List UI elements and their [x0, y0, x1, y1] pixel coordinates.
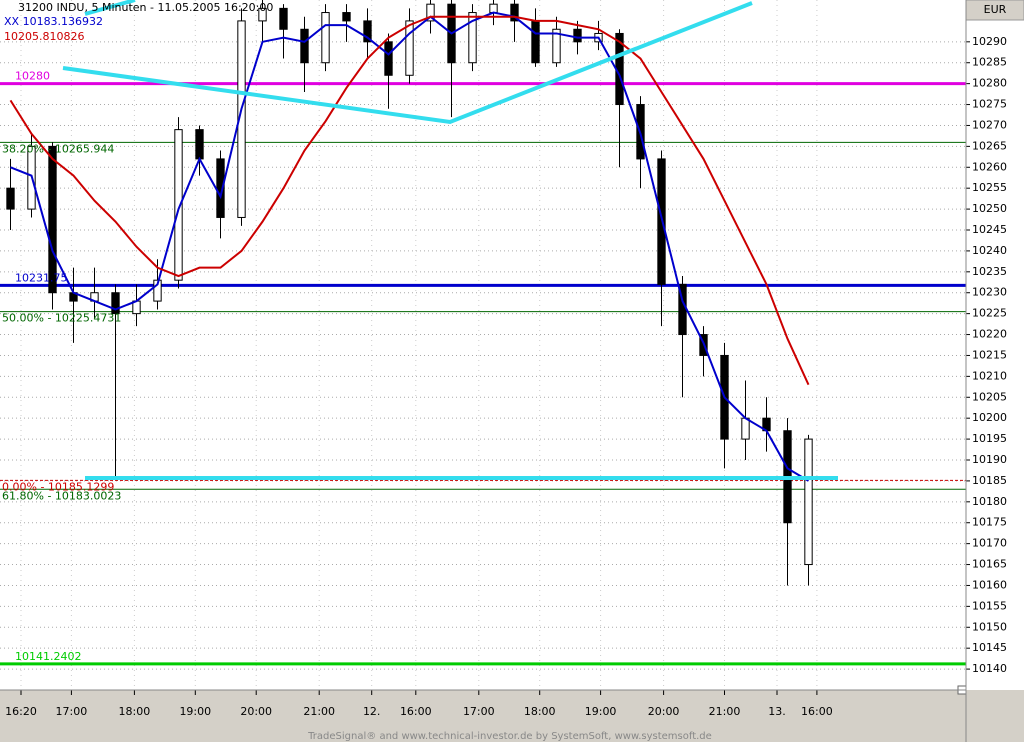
candle-body [468, 12, 477, 64]
y-tick-label: 10175 [972, 516, 1007, 529]
candle-body [237, 20, 246, 218]
x-tick-label: 16:00 [801, 705, 833, 718]
x-tick-label: 17:00 [56, 705, 88, 718]
y-tick-label: 10255 [972, 181, 1007, 194]
level-label: 0.00% - 10185.1299 [2, 480, 114, 493]
legend-entry: 10205.810826 [4, 30, 84, 43]
trendline [62, 1, 753, 125]
y-tick-label: 10195 [972, 432, 1007, 445]
x-tick-label: 20:00 [240, 705, 272, 718]
candle-body [300, 28, 309, 64]
level-label: 10141.2402 [15, 650, 81, 663]
y-tick-label: 10275 [972, 98, 1007, 111]
x-tick-label: 12. [363, 705, 381, 718]
y-tick-label: 10285 [972, 56, 1007, 69]
y-tick-label: 10240 [972, 244, 1007, 257]
chart-title: 31200 INDU, 5 Minuten - 11.05.2005 16:20… [18, 1, 273, 14]
y-tick-label: 10185 [972, 474, 1007, 487]
candle-body [741, 417, 750, 440]
candle-body [153, 279, 162, 302]
candle-body [363, 20, 372, 43]
y-tick-label: 10250 [972, 202, 1007, 215]
candle-body [195, 129, 204, 160]
footer: TradeSignal® and www.technical-investor.… [307, 731, 712, 742]
candle-body [384, 41, 393, 76]
y-tick-label: 10140 [972, 662, 1007, 675]
y-tick-label: 10235 [972, 265, 1007, 278]
candle-body [342, 12, 351, 22]
y-tick-label: 10160 [972, 578, 1007, 591]
legend-entry: XX 10183.136932 [4, 15, 103, 28]
candle-body [279, 7, 288, 30]
candle-body [6, 187, 15, 210]
y-tick-label: 10150 [972, 620, 1007, 633]
y-tick-label: 10220 [972, 328, 1007, 341]
indicator-lines [9, 11, 810, 482]
x-tick-label: 21:00 [303, 705, 335, 718]
y-tick-label: 10260 [972, 160, 1007, 173]
candle-body [426, 3, 435, 22]
x-tick-label: 20:00 [648, 705, 680, 718]
candle-body [804, 438, 813, 566]
x-tick-label: 19:00 [179, 705, 211, 718]
x-tick-label: 18:00 [119, 705, 151, 718]
y-tick-label: 10145 [972, 641, 1007, 654]
y-tick-label: 10270 [972, 118, 1007, 131]
candle-body [48, 145, 57, 294]
y-tick-label: 10230 [972, 286, 1007, 299]
y-tick-label: 10290 [972, 35, 1007, 48]
y-tick-label: 10225 [972, 307, 1007, 320]
level-label: 38.20% - 10265.944 [2, 142, 114, 155]
candle-body [489, 3, 498, 14]
x-tick-label: 19:00 [585, 705, 617, 718]
y-tick-label: 10180 [972, 495, 1007, 508]
y-tick-label: 10170 [972, 537, 1007, 550]
candle-body [174, 129, 183, 281]
ma-line [10, 11, 810, 482]
y-tick-label: 10205 [972, 390, 1007, 403]
y-tick-label: 10215 [972, 348, 1007, 361]
y-tick-label: 10265 [972, 139, 1007, 152]
y-tick-label: 10210 [972, 369, 1007, 382]
x-tick-label: 16:20 [5, 705, 37, 718]
labels: 10280 38.20% - 10265.944 10231.75 50.00% - … [2, 70, 121, 663]
trendline [84, 0, 136, 16]
level-label: 61.80% - 10183.0023 [2, 489, 121, 502]
ma-line [9, 15, 810, 386]
level-label: 10280 [15, 70, 50, 83]
candle-body [405, 20, 414, 76]
candle-body [531, 20, 540, 64]
x-tick-label: 21:00 [709, 705, 741, 718]
candle-body [510, 3, 519, 22]
x-tick-label: 17:00 [463, 705, 495, 718]
y-tick-label: 10155 [972, 599, 1007, 612]
x-tick-label: 16:00 [400, 705, 432, 718]
level-label: 10231.75 [15, 271, 68, 284]
plot-area [0, 0, 966, 690]
candle-body [111, 292, 120, 315]
candle-body [573, 28, 582, 43]
y-tick-label: 10165 [972, 558, 1007, 571]
y-tick-label: 10190 [972, 453, 1007, 466]
y-tick-label: 10200 [972, 411, 1007, 424]
x-tick-label: 13. [768, 705, 786, 718]
y-tick-label: 10280 [972, 77, 1007, 90]
y-axis-panel [966, 0, 1024, 690]
level-label: 50.00% - 10225.4731 [2, 312, 121, 325]
currency: EUR [984, 3, 1007, 16]
candle-body [258, 7, 267, 22]
candle-body [552, 28, 561, 64]
y-tick-label: 10245 [972, 223, 1007, 236]
trendlines [62, 0, 838, 480]
candle-body [321, 12, 330, 64]
candle-body [657, 158, 666, 285]
x-tick-label: 18:00 [524, 705, 556, 718]
